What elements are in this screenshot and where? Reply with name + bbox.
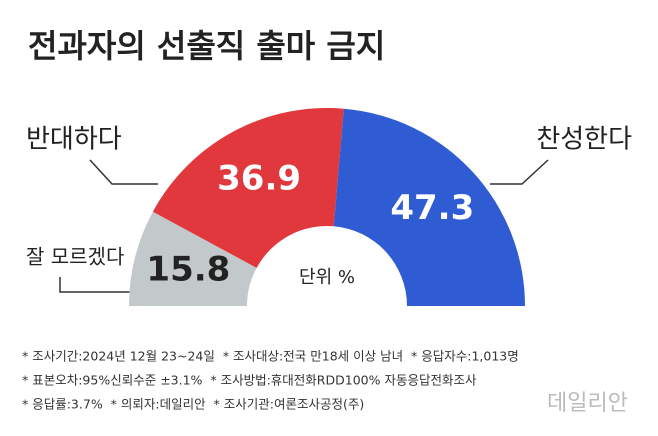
chart-title: 전과자의 선출직 출마 금지	[28, 27, 385, 65]
leader-line	[89, 159, 158, 185]
footnote: * 표본오차:95%신뢰수준 ±3.1% * 조사방법:휴대전화RDD100% …	[22, 373, 477, 388]
unit-label: 단위 %	[299, 267, 355, 288]
watermark: 데일리안	[547, 391, 628, 416]
donut-segment	[333, 108, 525, 306]
donut-segment	[152, 108, 344, 268]
donut-segment	[129, 211, 257, 306]
category-label: 반대하다	[26, 125, 122, 155]
footnote: * 응답률:3.7% * 의뢰자:데일리안 * 조사기관:여론조사공정(주)	[22, 397, 364, 412]
value-label: 47.3	[390, 188, 474, 228]
footnote: * 조사기간:2024년 12월 23~24일 * 조사대상:전국 만18세 이…	[22, 349, 519, 364]
value-label: 15.8	[146, 249, 230, 289]
category-label: 잘 모르겠다	[26, 245, 124, 269]
leader-line	[490, 159, 549, 185]
value-label: 36.9	[217, 159, 301, 199]
leader-line	[59, 277, 130, 293]
category-label: 찬성한다	[536, 125, 632, 155]
